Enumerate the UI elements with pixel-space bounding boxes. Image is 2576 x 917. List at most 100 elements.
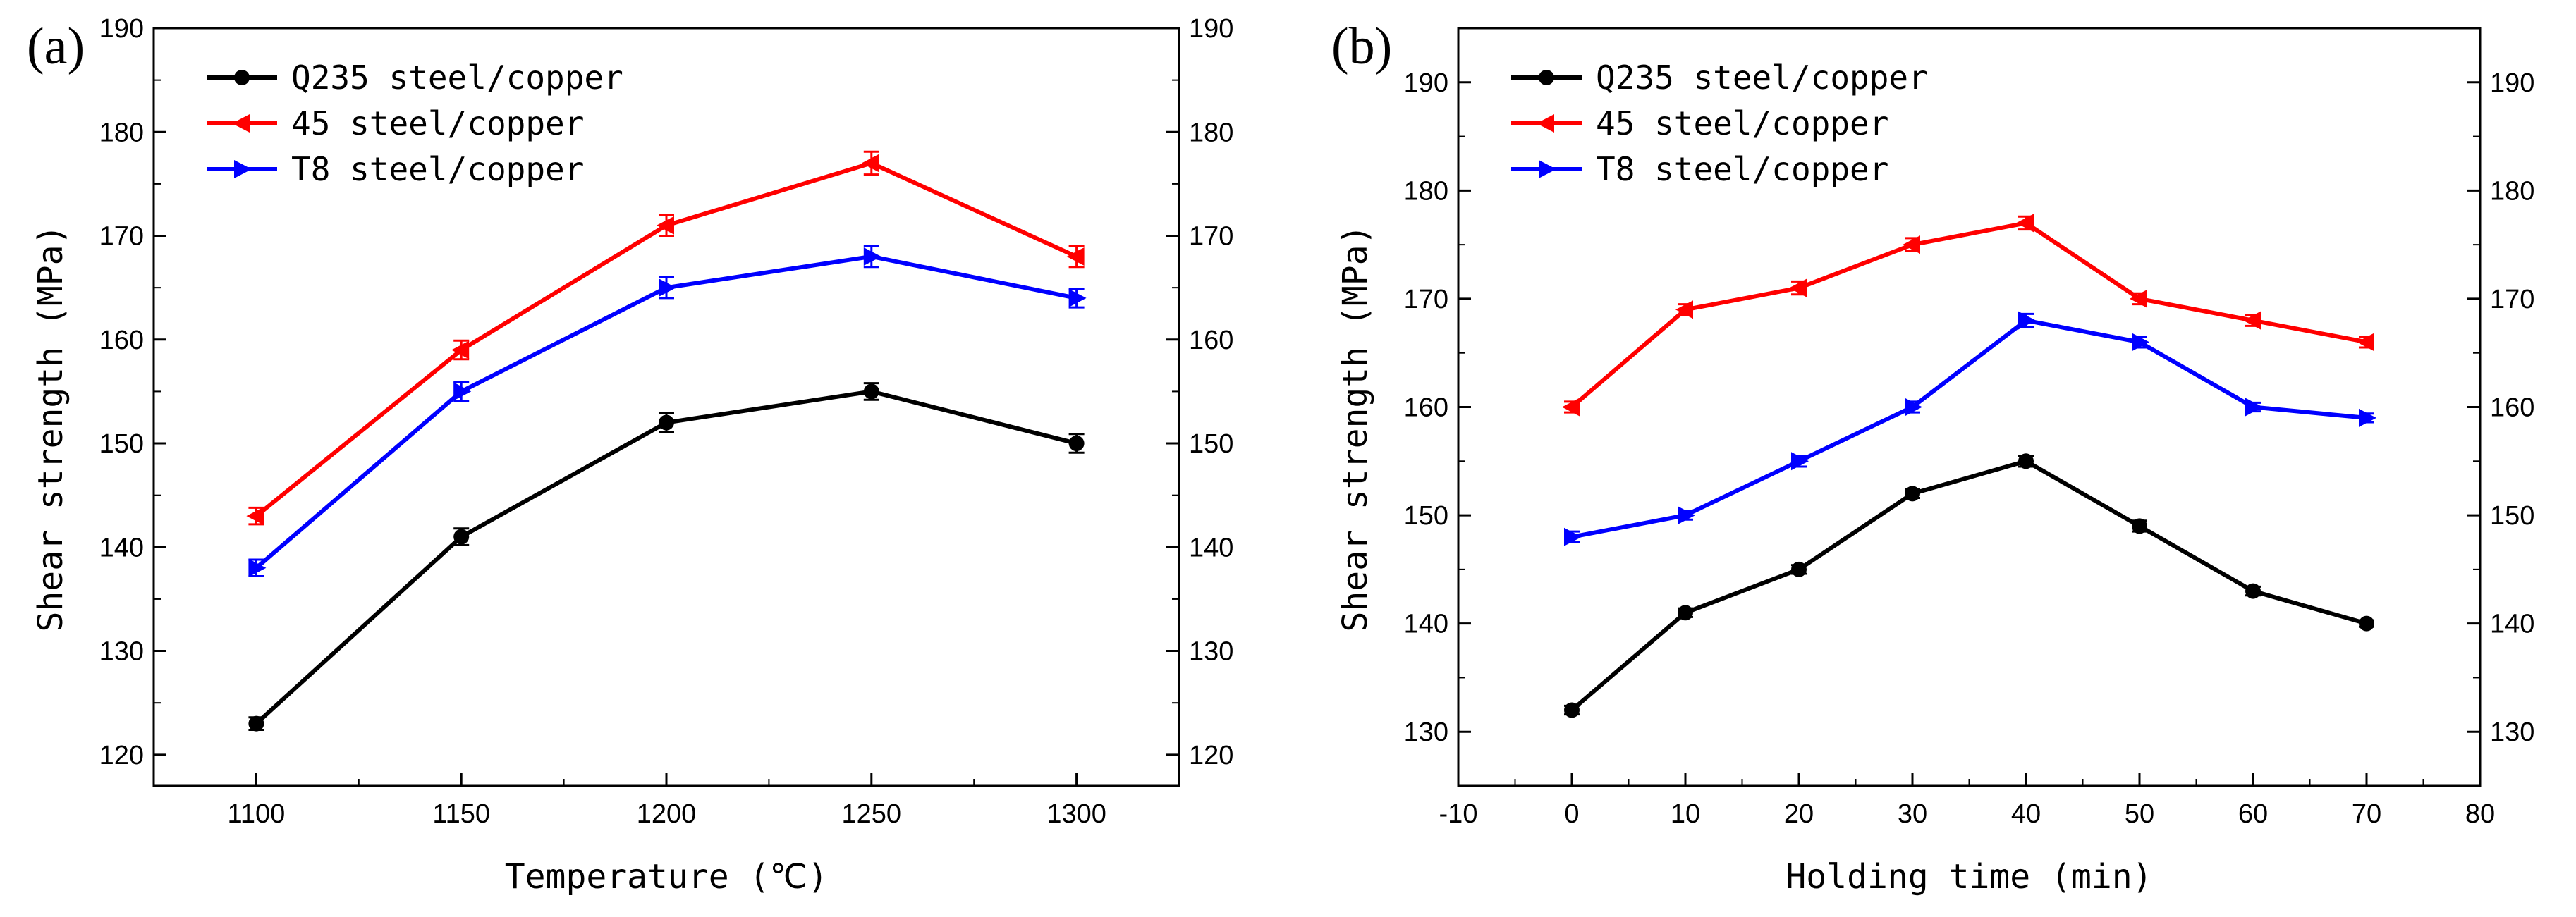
- legend-label: T8 steel/copper: [291, 150, 584, 188]
- x-tick-label: 20: [1784, 799, 1814, 829]
- legend-marker: [1539, 160, 1556, 178]
- y-tick-label-left: 150: [1404, 501, 1448, 531]
- y-tick-label-right: 170: [1189, 222, 1233, 252]
- data-point: [2018, 453, 2034, 469]
- data-point: [453, 529, 470, 545]
- data-point: [659, 414, 674, 431]
- y-tick-label-right: 140: [2490, 610, 2534, 639]
- y-tick-label-left: 170: [99, 222, 144, 252]
- data-point: [1678, 605, 1693, 621]
- y-tick-label-left: 190: [1404, 68, 1448, 98]
- series-1: [248, 382, 1085, 732]
- y-tick-label-right: 150: [1189, 429, 1233, 459]
- y-tick-label-left: 160: [99, 326, 144, 355]
- x-tick-label: -10: [1439, 799, 1478, 829]
- y-tick-label-left: 190: [99, 14, 144, 44]
- x-tick-label: 1200: [637, 799, 697, 829]
- y-tick-label-left: 140: [1404, 610, 1448, 639]
- data-point: [863, 247, 881, 266]
- y-tick-label-right: 190: [1189, 14, 1233, 44]
- y-tick-label-right: 140: [1189, 533, 1233, 562]
- y-tick-label-left: 170: [1404, 285, 1448, 314]
- x-tick-label: 1250: [842, 799, 902, 829]
- y-tick-label-right: 130: [2490, 718, 2534, 747]
- data-point: [659, 278, 676, 297]
- y-tick-label-right: 150: [2490, 501, 2534, 531]
- legend-marker: [1537, 114, 1554, 133]
- x-tick-label: 70: [2352, 799, 2381, 829]
- y-tick-label-left: 140: [99, 533, 144, 562]
- legend-label: 45 steel/copper: [1596, 104, 1888, 142]
- series-3: [248, 245, 1087, 578]
- x-tick-label: 1150: [432, 799, 490, 829]
- legend-label: 45 steel/copper: [291, 104, 584, 142]
- x-axis-title: Holding time (min): [1786, 857, 2152, 897]
- data-point: [1562, 398, 1580, 417]
- series-3: [1564, 311, 2376, 546]
- data-point: [246, 507, 264, 526]
- data-point: [2245, 398, 2263, 417]
- y-axis-title: Shear strength (MPa): [1336, 225, 1375, 632]
- data-point: [248, 558, 267, 577]
- panel-label: (a): [27, 18, 85, 75]
- data-point: [2018, 311, 2036, 330]
- x-tick-label: 0: [1564, 799, 1579, 829]
- y-tick-label-right: 180: [2490, 176, 2534, 206]
- x-tick-label: 10: [1671, 799, 1700, 829]
- data-point: [1678, 506, 1695, 525]
- y-tick-label-right: 170: [2490, 285, 2534, 314]
- y-tick-label-right: 120: [1189, 741, 1233, 770]
- data-point: [453, 382, 472, 401]
- x-tick-label: 30: [1898, 799, 1927, 829]
- legend-marker: [232, 114, 250, 133]
- data-point: [2359, 615, 2374, 632]
- data-point: [2245, 583, 2261, 599]
- data-point: [2359, 408, 2376, 427]
- y-tick-label-right: 190: [2490, 68, 2534, 98]
- data-point: [1905, 398, 1922, 417]
- legend-marker: [234, 70, 250, 85]
- data-point: [2132, 518, 2147, 534]
- x-tick-label: 1100: [228, 799, 286, 829]
- x-tick-label: 50: [2125, 799, 2154, 829]
- y-tick-label-right: 180: [1189, 118, 1233, 147]
- data-point: [657, 216, 674, 235]
- y-tick-label-left: 180: [1404, 176, 1448, 206]
- data-point: [2130, 289, 2147, 308]
- series-line: [1570, 459, 2367, 712]
- data-point: [2016, 214, 2034, 233]
- y-tick-label-right: 160: [2490, 393, 2534, 423]
- data-point: [1791, 561, 1807, 577]
- legend-label: T8 steel/copper: [1596, 150, 1888, 188]
- y-tick-label-left: 120: [99, 741, 144, 770]
- legend-marker: [234, 160, 252, 178]
- data-point: [1068, 288, 1087, 307]
- data-point: [248, 715, 264, 732]
- series-1: [1564, 453, 2374, 718]
- series-line: [1571, 318, 2367, 539]
- legend: Q235 steel/copper 45 steel/copper T8 steel…: [207, 59, 623, 188]
- y-tick-label-left: 150: [99, 429, 144, 459]
- y-axis-title: Shear strength (MPa): [31, 225, 71, 632]
- data-point: [1066, 247, 1085, 266]
- legend-label: Q235 steel/copper: [291, 59, 623, 97]
- panel-label: (b): [1331, 18, 1392, 75]
- y-tick-label-left: 130: [99, 637, 144, 667]
- data-point: [451, 340, 470, 359]
- data-point: [2132, 333, 2149, 352]
- data-point: [861, 154, 879, 173]
- data-point: [1905, 486, 1920, 502]
- x-tick-label: 1300: [1046, 799, 1106, 829]
- data-point: [1789, 278, 1807, 297]
- y-tick-label-right: 130: [1189, 637, 1233, 667]
- series-2: [246, 150, 1085, 526]
- y-tick-label-left: 160: [1404, 393, 1448, 423]
- data-point: [2357, 333, 2374, 352]
- y-tick-label-right: 160: [1189, 326, 1233, 355]
- y-tick-label-left: 180: [99, 118, 144, 147]
- data-point: [1068, 436, 1085, 452]
- x-tick-label: 40: [2011, 799, 2041, 829]
- data-point: [1564, 527, 1582, 546]
